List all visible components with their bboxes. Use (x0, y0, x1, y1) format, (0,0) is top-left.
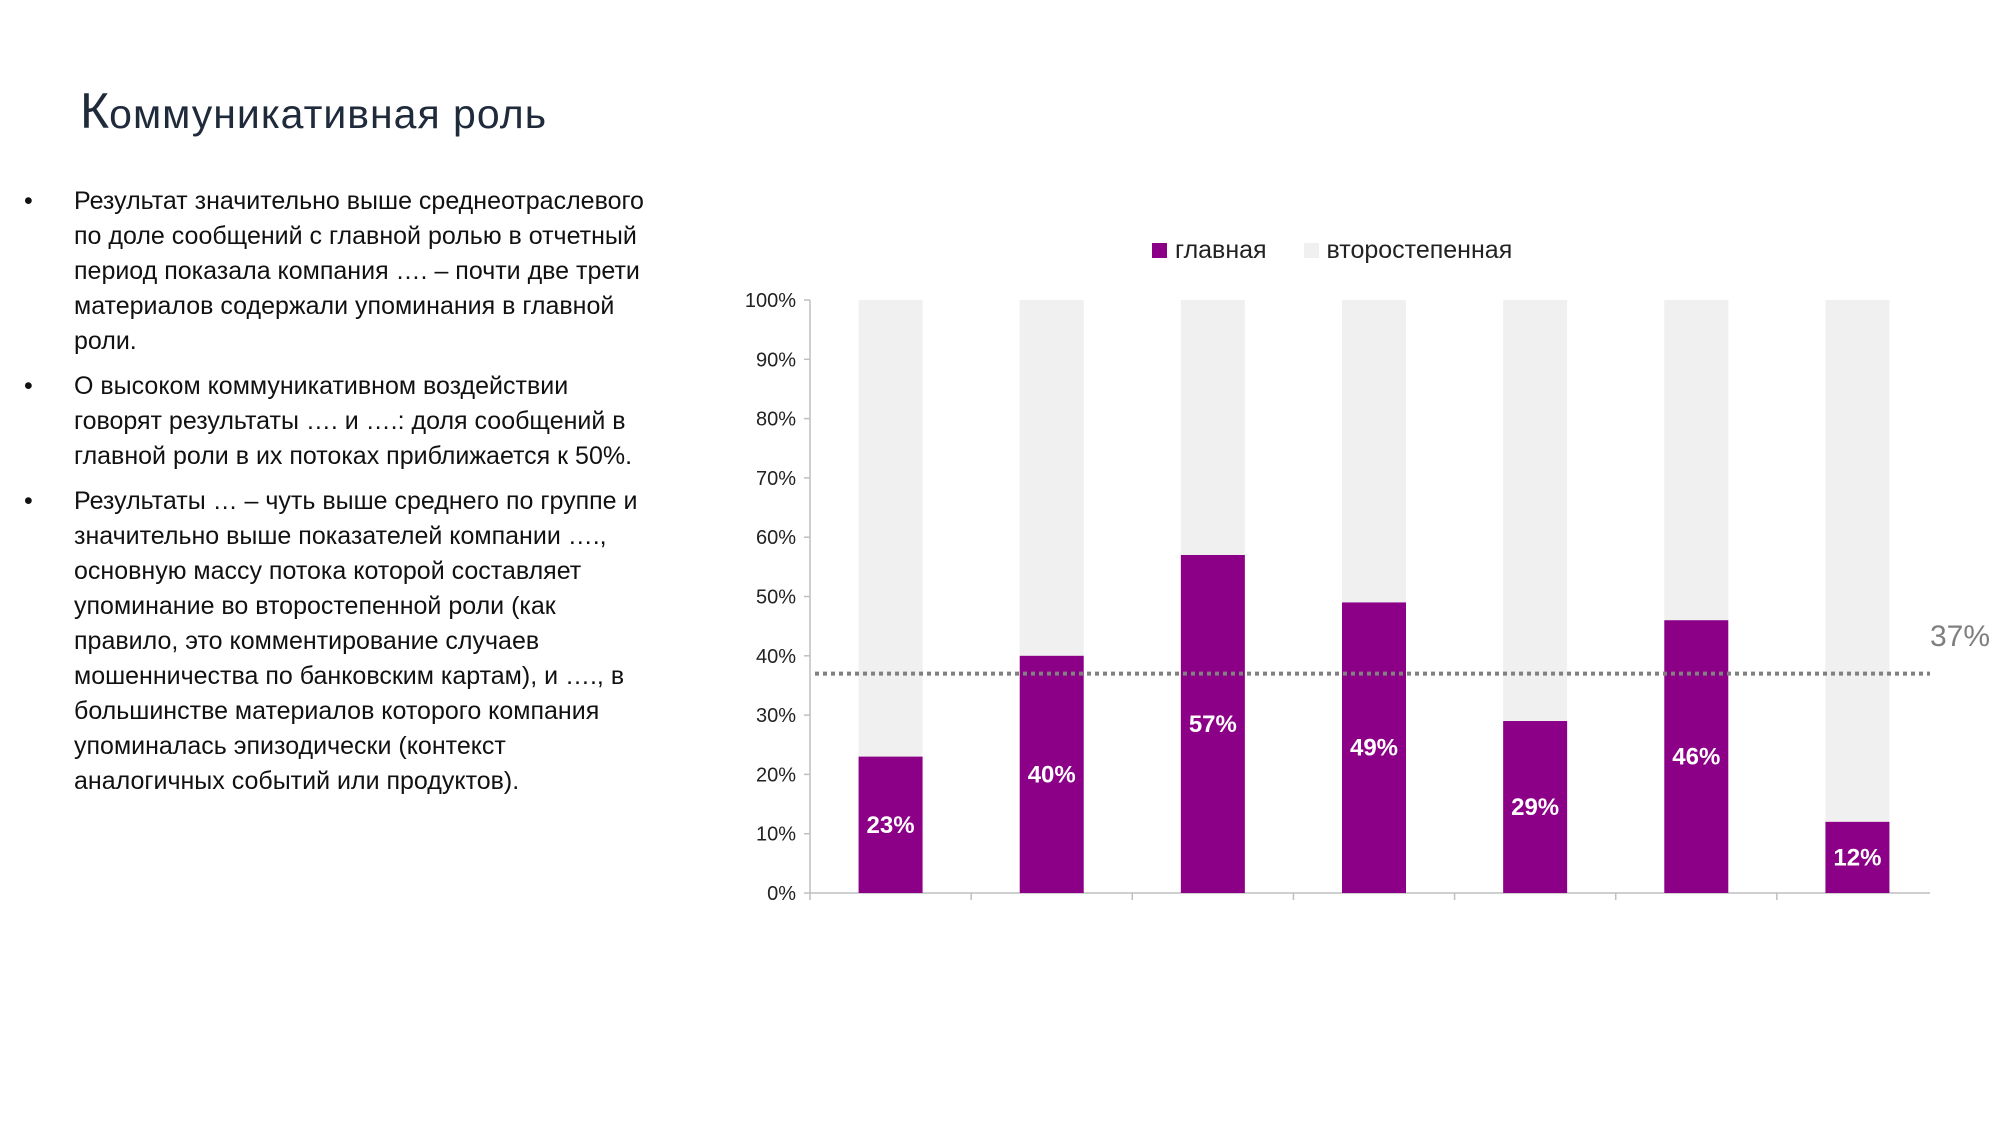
bullet-item: • О высоком коммуникативном воздействии … (24, 369, 644, 474)
bullet-list: • Результат значительно выше среднеотрас… (24, 184, 644, 809)
bar-secondary (1664, 300, 1729, 621)
legend-label-secondary: второстепенная (1326, 236, 1513, 264)
y-tick-label: 90% (756, 349, 796, 371)
legend-item-secondary: второстепенная (1303, 236, 1513, 265)
y-tick-label: 50% (756, 587, 796, 609)
y-tick-label: 40% (756, 646, 796, 668)
bar-data-label: 29% (1511, 794, 1559, 821)
bullet-dot: • (24, 372, 33, 400)
bar-main (858, 756, 923, 893)
slide-title: Коммуникативная роль (80, 82, 547, 140)
bullet-text: Результаты … – чуть выше среднего по гру… (74, 487, 638, 795)
bullet-text: Результат значительно выше среднеотрасле… (74, 187, 644, 355)
bar-secondary (1180, 300, 1245, 555)
y-tick-label: 100% (745, 290, 796, 312)
bar-data-label: 57% (1189, 711, 1237, 738)
chart-legend: главная второстепенная (1152, 236, 1542, 265)
bar-main (1503, 721, 1568, 893)
legend-item-main: главная (1152, 236, 1267, 265)
bar-main (1019, 655, 1084, 893)
bar-main (1342, 602, 1406, 893)
reference-value-label: 37% (1930, 620, 1991, 653)
bullet-dot: • (24, 487, 33, 515)
bar-data-label: 46% (1672, 744, 1720, 771)
bar-data-label: 49% (1350, 735, 1398, 762)
bullet-text: О высоком коммуникативном воздействии го… (74, 372, 633, 470)
y-tick-label: 80% (756, 409, 796, 431)
bar-secondary (1825, 300, 1890, 822)
legend-swatch-secondary (1303, 243, 1319, 258)
bar-secondary (1019, 300, 1084, 656)
bullet-item: • Результаты … – чуть выше среднего по г… (24, 484, 644, 799)
legend-label-main: главная (1175, 236, 1267, 264)
y-tick-label: 0% (767, 883, 796, 905)
bar-secondary (1342, 300, 1406, 603)
y-tick-label: 70% (756, 468, 796, 490)
bullet-dot: • (24, 187, 33, 215)
bar-main (1664, 620, 1729, 893)
bar-data-label: 23% (867, 812, 915, 839)
bar-main (1825, 821, 1890, 893)
stacked-bar-chart: 0% 10% 20% 30% 40% 50% 60% 70% 80% 90% 100% 23% 40% 5… (745, 290, 1930, 905)
y-tick-label: 30% (756, 705, 796, 727)
bar-data-label: 40% (1028, 761, 1076, 788)
bullet-item: • Результат значительно выше среднеотрас… (24, 184, 644, 359)
title-first-letter: К (80, 83, 110, 139)
y-tick-label: 20% (756, 764, 796, 786)
title-rest: оммуникативная роль (109, 91, 548, 137)
y-tick-label: 10% (756, 824, 796, 846)
bar-secondary (858, 300, 923, 757)
y-tick-label: 60% (756, 527, 796, 549)
legend-swatch-main (1152, 243, 1167, 258)
bar-main (1180, 554, 1245, 893)
bar-data-label: 12% (1833, 844, 1881, 871)
bar-secondary (1503, 300, 1568, 722)
